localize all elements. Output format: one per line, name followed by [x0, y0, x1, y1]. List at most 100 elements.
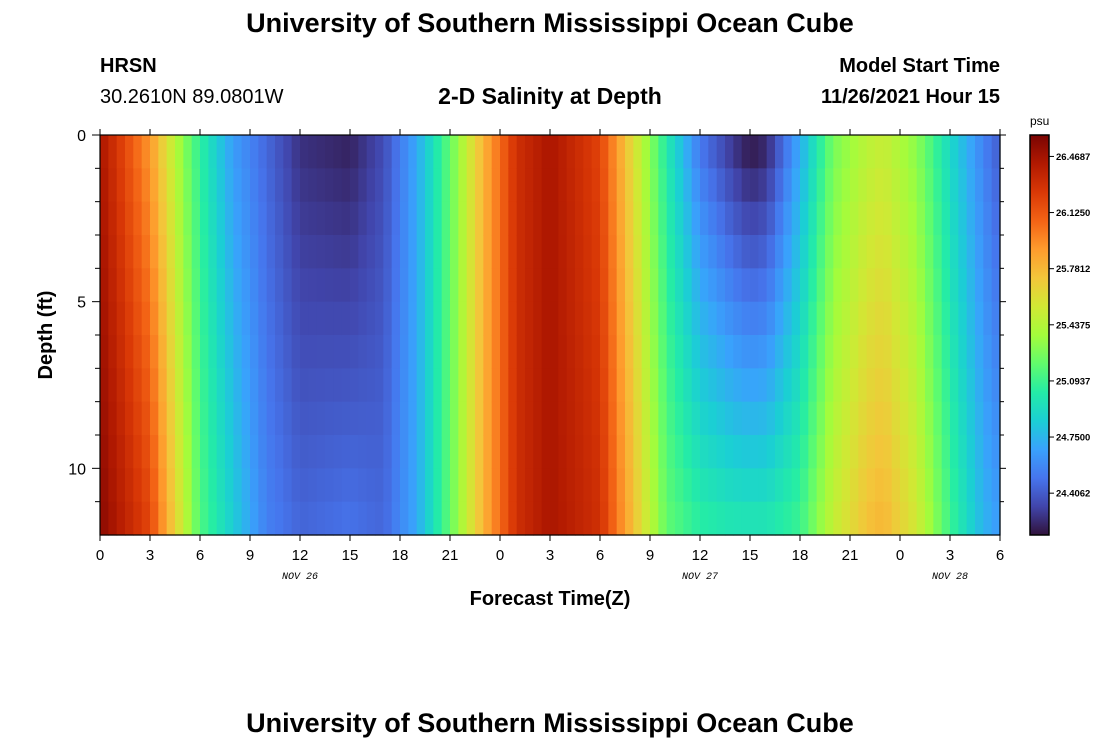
heatmap-cell [700, 501, 709, 536]
heatmap-cell [533, 435, 543, 469]
heatmap-cell [233, 135, 243, 169]
heatmap-cell [575, 301, 584, 336]
heatmap-cell [333, 268, 343, 303]
heatmap-cell [541, 368, 551, 403]
heatmap-cell [316, 501, 326, 536]
heatmap-cell [808, 168, 818, 203]
heatmap-cell [391, 335, 401, 369]
heatmap-cell [441, 435, 451, 469]
heatmap-cell [658, 301, 668, 336]
heatmap-cell [816, 501, 826, 536]
heatmap-cell [258, 335, 268, 369]
heatmap-cell [258, 268, 268, 303]
heatmap-cell [408, 335, 418, 369]
heatmap-cell [683, 135, 693, 169]
heatmap-cell [516, 301, 526, 336]
heatmap-cell [983, 235, 993, 269]
heatmap-cell [891, 401, 901, 436]
heatmap-cell [191, 135, 201, 169]
heatmap-cell [908, 368, 918, 403]
colorbar-tick-label: 25.0937 [1056, 376, 1090, 387]
heatmap-cell [300, 135, 309, 169]
heatmap-cell [633, 268, 643, 303]
heatmap-cell [950, 401, 959, 436]
heatmap-cell [408, 368, 418, 403]
heatmap-cell [941, 268, 951, 303]
heatmap-cell [791, 435, 801, 469]
heatmap-cell [891, 335, 901, 369]
heatmap-cell [725, 168, 734, 203]
heatmap-cell [658, 468, 668, 503]
heatmap-cell [583, 135, 593, 169]
heatmap-cell [600, 368, 609, 403]
heatmap-cell [966, 401, 976, 436]
heatmap-cell [458, 235, 468, 269]
heatmap-cell [508, 201, 518, 236]
heatmap-cell [758, 368, 768, 403]
heatmap-cell [791, 201, 801, 236]
heatmap-cell [958, 301, 968, 336]
heatmap-cell [150, 501, 159, 536]
heatmap-cell [766, 201, 776, 236]
heatmap-cell [900, 335, 909, 369]
heatmap-cell [250, 201, 259, 236]
heatmap-cell [108, 435, 118, 469]
heatmap-cell [891, 368, 901, 403]
heatmap-cell [366, 235, 376, 269]
heatmap-cell [708, 335, 718, 369]
heatmap-cell [533, 335, 543, 369]
heatmap-cell [833, 235, 843, 269]
heatmap-cell [900, 168, 909, 203]
heatmap-cell [266, 468, 276, 503]
heatmap-cell [950, 135, 959, 169]
x-tick-label: 3 [146, 547, 154, 564]
heatmap-cell [150, 435, 159, 469]
heatmap-cell [475, 201, 484, 236]
heatmap-cell [925, 201, 934, 236]
heatmap-cell [558, 201, 568, 236]
heatmap-cell [483, 268, 493, 303]
heatmap-cell [950, 168, 959, 203]
heatmap-cell [791, 235, 801, 269]
heatmap-cell [558, 335, 568, 369]
heatmap-cell [425, 135, 434, 169]
heatmap-cell [458, 135, 468, 169]
heatmap-cell [900, 368, 909, 403]
heatmap-cell [458, 368, 468, 403]
heatmap-cell [733, 335, 743, 369]
heatmap-cell [800, 168, 809, 203]
heatmap-cell [916, 201, 926, 236]
heatmap-cell [908, 268, 918, 303]
heatmap-cell [375, 335, 384, 369]
heatmap-cell [816, 268, 826, 303]
colorbar: psu 26.468726.125025.781225.437525.09372… [1029, 114, 1091, 536]
heatmap-cell [975, 468, 984, 503]
heatmap-cell [625, 301, 634, 336]
heatmap-cell [400, 501, 409, 536]
heatmap-cell [716, 168, 726, 203]
heatmap-cell [441, 201, 451, 236]
heatmap-cell [766, 501, 776, 536]
heatmap-cell [891, 435, 901, 469]
heatmap-cell [883, 368, 893, 403]
heatmap-cell [391, 435, 401, 469]
heatmap-cell [858, 235, 868, 269]
heatmap-cell [475, 368, 484, 403]
heatmap-cell [591, 435, 601, 469]
heatmap-cell [583, 468, 593, 503]
heatmap-cell [466, 468, 476, 503]
heatmap-cell [533, 301, 543, 336]
heatmap-cell [666, 268, 676, 303]
heatmap-cell [541, 401, 551, 436]
heatmap-cell [583, 335, 593, 369]
heatmap-cell [716, 135, 726, 169]
heatmap-cell [650, 401, 659, 436]
heatmap-cell [991, 501, 1001, 536]
heatmap-cell [833, 368, 843, 403]
heatmap-cell [408, 135, 418, 169]
heatmap-cell [875, 435, 884, 469]
heatmap-cell [750, 301, 759, 336]
heatmap-cell [550, 235, 559, 269]
heatmap-cell [958, 335, 968, 369]
heatmap-cell [833, 468, 843, 503]
